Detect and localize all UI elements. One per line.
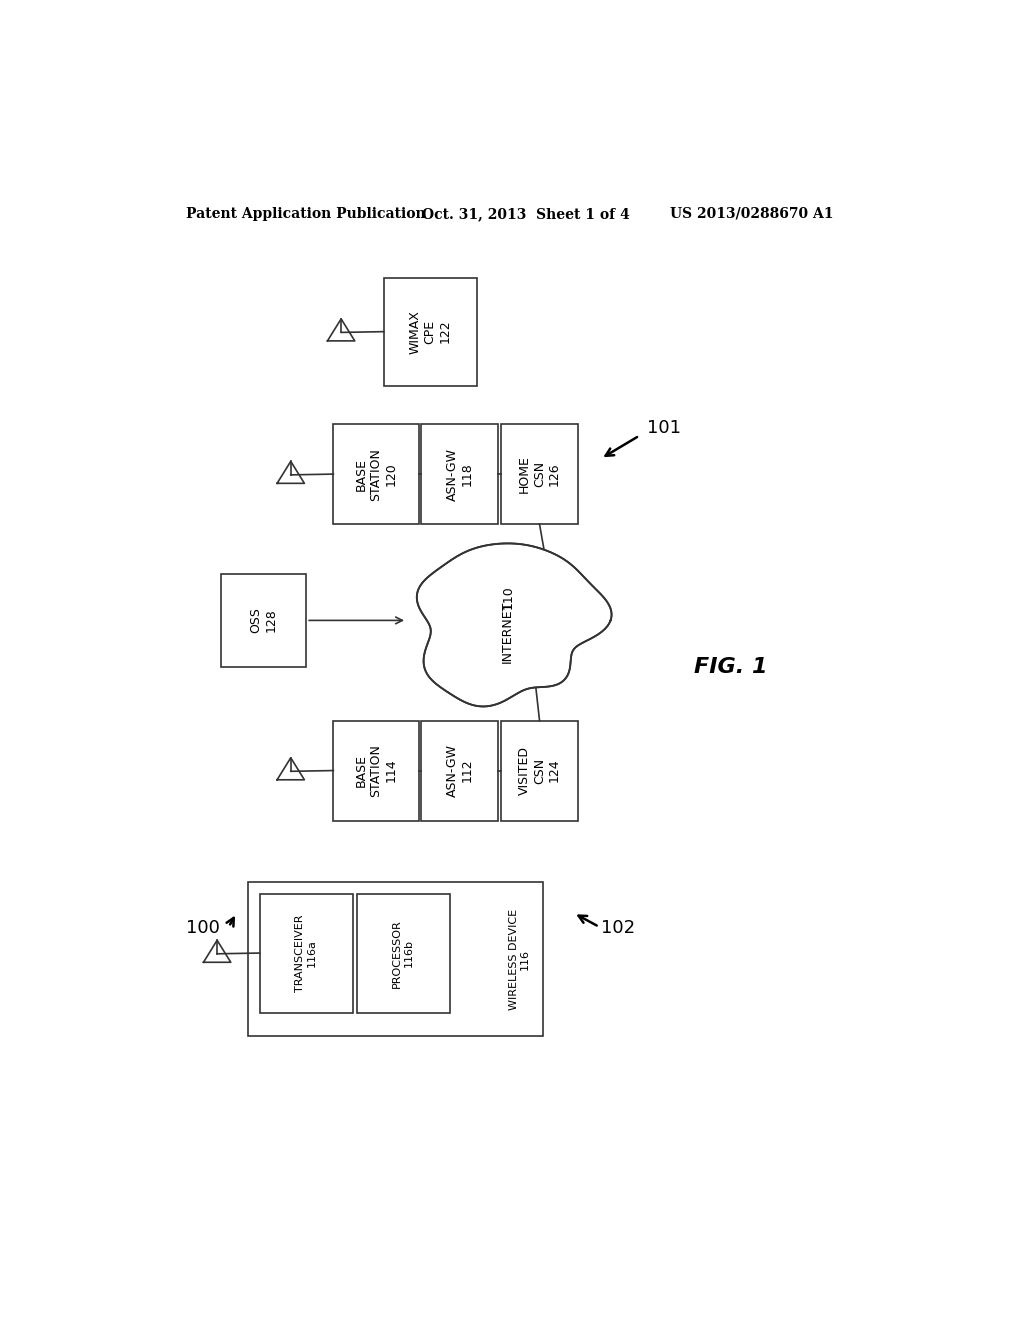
Bar: [334, 721, 419, 821]
Text: PROCESSOR
116b: PROCESSOR 116b: [392, 919, 414, 987]
Polygon shape: [417, 544, 611, 706]
Bar: [421, 424, 499, 524]
Bar: [501, 424, 579, 524]
Bar: [384, 277, 477, 385]
Text: FIG. 1: FIG. 1: [693, 656, 767, 677]
Text: Oct. 31, 2013  Sheet 1 of 4: Oct. 31, 2013 Sheet 1 of 4: [423, 207, 630, 220]
Text: 101: 101: [647, 418, 681, 437]
Text: HOME
CSN
126: HOME CSN 126: [518, 455, 561, 494]
Bar: [248, 882, 543, 1036]
Text: INTERNET: INTERNET: [502, 601, 514, 663]
Text: BASE
STATION
114: BASE STATION 114: [354, 744, 397, 797]
Text: 100: 100: [186, 920, 220, 937]
Bar: [334, 424, 419, 524]
Bar: [260, 894, 352, 1014]
Text: ASN-GW
118: ASN-GW 118: [445, 447, 474, 500]
Bar: [221, 574, 306, 667]
Bar: [501, 721, 579, 821]
Text: OSS
128: OSS 128: [250, 607, 278, 634]
Text: 102: 102: [601, 920, 635, 937]
Text: 110: 110: [502, 586, 514, 609]
Text: VISITED
CSN
124: VISITED CSN 124: [518, 746, 561, 795]
Text: Patent Application Publication: Patent Application Publication: [186, 207, 426, 220]
Bar: [356, 894, 450, 1014]
Text: WIRELESS DEVICE
116: WIRELESS DEVICE 116: [509, 908, 530, 1010]
Text: WIMAX
CPE
122: WIMAX CPE 122: [409, 310, 452, 354]
Text: BASE
STATION
120: BASE STATION 120: [354, 447, 397, 500]
Text: TRANSCEIVER
116a: TRANSCEIVER 116a: [296, 915, 317, 993]
Bar: [421, 721, 499, 821]
Text: US 2013/0288670 A1: US 2013/0288670 A1: [671, 207, 834, 220]
Text: ASN-GW
112: ASN-GW 112: [445, 744, 474, 797]
